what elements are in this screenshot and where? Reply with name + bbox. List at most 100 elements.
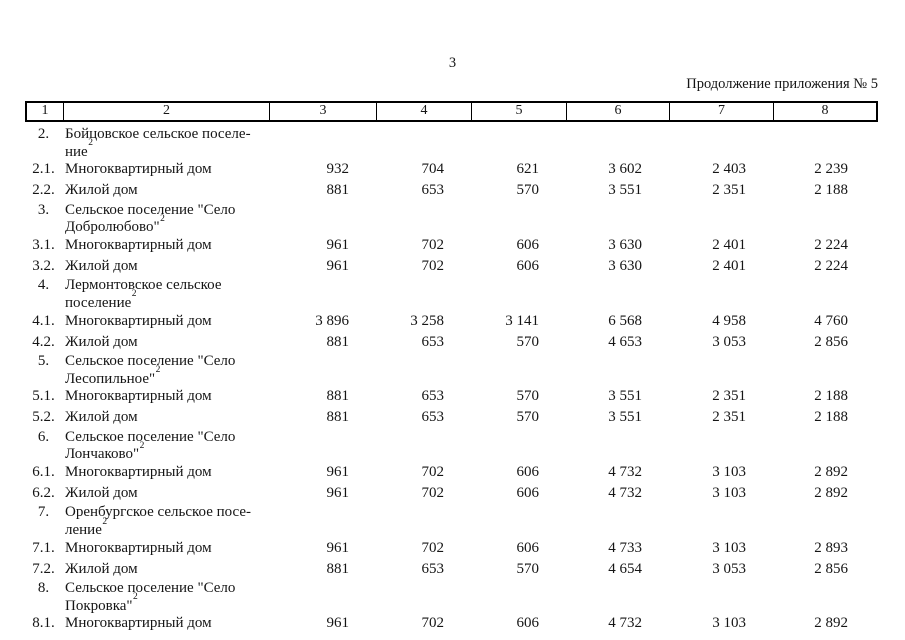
dwelling-type: Жилой дом bbox=[65, 182, 138, 199]
dwelling-row: 3.1. Многоквартирный дом 961 702 606 3 630 2 4… bbox=[25, 235, 878, 256]
settlement-name-line-2-text: Добролюбово" bbox=[65, 219, 160, 236]
value-cell-col-4: 702 bbox=[421, 484, 445, 501]
value-cell-col-7: 3 053 bbox=[712, 333, 746, 350]
dwelling-row: 5.1. Многоквартирный дом 881 653 570 3 551 2 3… bbox=[25, 386, 878, 407]
value-cell-col-8: 2 892 bbox=[814, 484, 848, 501]
value-cell-col-3: 961 bbox=[326, 484, 350, 501]
value-cell-col-7: 4 958 bbox=[712, 312, 746, 329]
dwelling-type: Многоквартирный дом bbox=[65, 161, 212, 178]
value-cell-col-7: 3 103 bbox=[712, 484, 746, 501]
value-cell-col-8: 2 892 bbox=[814, 463, 848, 480]
row-number: 3.2. bbox=[32, 257, 55, 274]
value-cell-col-3: 3 896 bbox=[315, 312, 349, 329]
value-cell-col-5: 606 bbox=[516, 463, 540, 480]
value-cell-col-6: 4 654 bbox=[608, 560, 642, 577]
settlement-name-line-2-text: поселение bbox=[65, 294, 132, 311]
footnote-marker: 2 bbox=[131, 289, 137, 300]
dwelling-row: 6.2. Жилой дом 961 702 606 4 732 3 103 2 892 bbox=[25, 483, 878, 504]
value-cell-col-6: 4 732 bbox=[608, 484, 642, 501]
value-cell-col-7: 3 103 bbox=[712, 615, 746, 632]
settlement-row: 3. Сельское поселение "Село Добролюбово"2 bbox=[25, 201, 878, 236]
settlement-name-line-2: Покровка"2 bbox=[65, 592, 268, 614]
value-cell-col-7: 2 351 bbox=[712, 182, 746, 199]
dwelling-type: Жилой дом bbox=[65, 257, 138, 274]
column-header-1: 1 bbox=[41, 103, 49, 118]
value-cell-col-5: 606 bbox=[516, 539, 540, 556]
row-number: 7. bbox=[37, 504, 50, 521]
row-number: 2.1. bbox=[32, 161, 55, 178]
value-cell-col-4: 702 bbox=[421, 236, 445, 253]
value-cell-col-4: 704 bbox=[421, 161, 445, 178]
table-body: 2. Бойцовское сельское поселе-ние2 2.1. Мно… bbox=[25, 126, 878, 634]
footnote-marker: 2 bbox=[102, 516, 108, 527]
settlement-name-line-2-text: Лесопильное" bbox=[65, 370, 156, 387]
footnote-marker: 2 bbox=[160, 213, 165, 224]
settlement-name-line-1: Сельское поселение "Село bbox=[65, 580, 236, 597]
settlement-name-line-1: Сельское поселение "Село bbox=[65, 201, 236, 218]
dwelling-row: 6.1. Многоквартирный дом 961 702 606 4 732 3 1… bbox=[25, 462, 878, 483]
settlement-name-line-1: Оренбургское сельское посе- bbox=[65, 504, 251, 521]
dwelling-type: Жилой дом bbox=[65, 560, 138, 577]
row-number: 4. bbox=[37, 277, 50, 294]
value-cell-col-8: 2 856 bbox=[814, 333, 848, 350]
dwelling-row: 5.2. Жилой дом 881 653 570 3 551 2 351 2 188 bbox=[25, 407, 878, 428]
column-header-4: 4 bbox=[376, 103, 471, 120]
dwelling-row: 7.2. Жилой дом 881 653 570 4 654 3 053 2 856 bbox=[25, 559, 878, 580]
value-cell-col-5: 570 bbox=[516, 560, 540, 577]
dwelling-row: 4.1. Многоквартирный дом 3 896 3 258 3 141 6 … bbox=[25, 311, 878, 332]
value-cell-col-8: 2 188 bbox=[814, 409, 848, 426]
row-number: 2.2. bbox=[32, 182, 55, 199]
settlement-name-line-1: Бойцовское сельское поселе- bbox=[65, 126, 251, 142]
value-cell-col-5: 606 bbox=[516, 615, 540, 632]
dwelling-type: Многоквартирный дом bbox=[65, 463, 212, 480]
value-cell-col-6: 3 551 bbox=[608, 182, 642, 199]
page-number: 3 bbox=[448, 55, 457, 71]
settlement-name-line-2: ние2 bbox=[65, 138, 268, 160]
value-cell-col-3: 961 bbox=[326, 463, 350, 480]
value-cell-col-7: 2 351 bbox=[712, 388, 746, 405]
value-cell-col-6: 3 630 bbox=[608, 236, 642, 253]
value-cell-col-3: 961 bbox=[326, 236, 350, 253]
row-number: 8.1. bbox=[32, 615, 55, 632]
value-cell-col-8: 2 224 bbox=[814, 257, 848, 274]
value-cell-col-4: 3 258 bbox=[410, 312, 444, 329]
row-number: 6.1. bbox=[32, 463, 55, 480]
value-cell-col-3: 881 bbox=[326, 560, 350, 577]
value-cell-col-5: 570 bbox=[516, 333, 540, 350]
settlement-name-line-2: Лончаково"2 bbox=[65, 441, 268, 462]
value-cell-col-8: 2 893 bbox=[814, 539, 848, 556]
value-cell-col-6: 4 733 bbox=[608, 539, 642, 556]
settlement-name-line-2-text: Покровка" bbox=[65, 597, 133, 614]
dwelling-type: Многоквартирный дом bbox=[65, 236, 212, 253]
value-cell-col-6: 4 732 bbox=[608, 463, 642, 480]
settlement-row: 6. Сельское поселение "Село Лончаково"2 bbox=[25, 428, 878, 462]
value-cell-col-6: 3 551 bbox=[608, 388, 642, 405]
column-header-5: 5 bbox=[471, 103, 566, 120]
dwelling-type: Многоквартирный дом bbox=[65, 539, 212, 556]
value-cell-col-3: 881 bbox=[326, 333, 350, 350]
value-cell-col-4: 702 bbox=[421, 257, 445, 274]
value-cell-col-6: 4 653 bbox=[608, 333, 642, 350]
row-number: 8. bbox=[37, 580, 50, 597]
value-cell-col-5: 570 bbox=[516, 388, 540, 405]
column-header-3: 3 bbox=[269, 103, 376, 120]
footnote-marker: 2 bbox=[155, 365, 161, 376]
dwelling-type: Жилой дом bbox=[65, 409, 138, 426]
settlement-name-line-1: Лермонтовское сельское bbox=[65, 277, 222, 294]
value-cell-col-5: 570 bbox=[516, 409, 540, 426]
value-cell-col-7: 2 403 bbox=[712, 161, 746, 178]
column-header-2: 2 bbox=[63, 103, 269, 120]
settlement-name-line-2: поселение2 bbox=[65, 289, 268, 311]
value-cell-col-4: 702 bbox=[421, 463, 445, 480]
settlement-name: Сельское поселение "Село Добролюбово"2 bbox=[62, 201, 268, 236]
value-cell-col-8: 2 892 bbox=[814, 615, 848, 632]
row-number: 4.2. bbox=[32, 333, 55, 350]
value-cell-col-5: 606 bbox=[516, 236, 540, 253]
settlement-name: Бойцовское сельское поселе-ние2 bbox=[62, 126, 268, 160]
row-number: 4.1. bbox=[32, 312, 55, 329]
value-cell-col-5: 606 bbox=[516, 257, 540, 274]
row-number: 6. bbox=[37, 428, 50, 445]
footnote-marker: 2 bbox=[88, 138, 93, 149]
